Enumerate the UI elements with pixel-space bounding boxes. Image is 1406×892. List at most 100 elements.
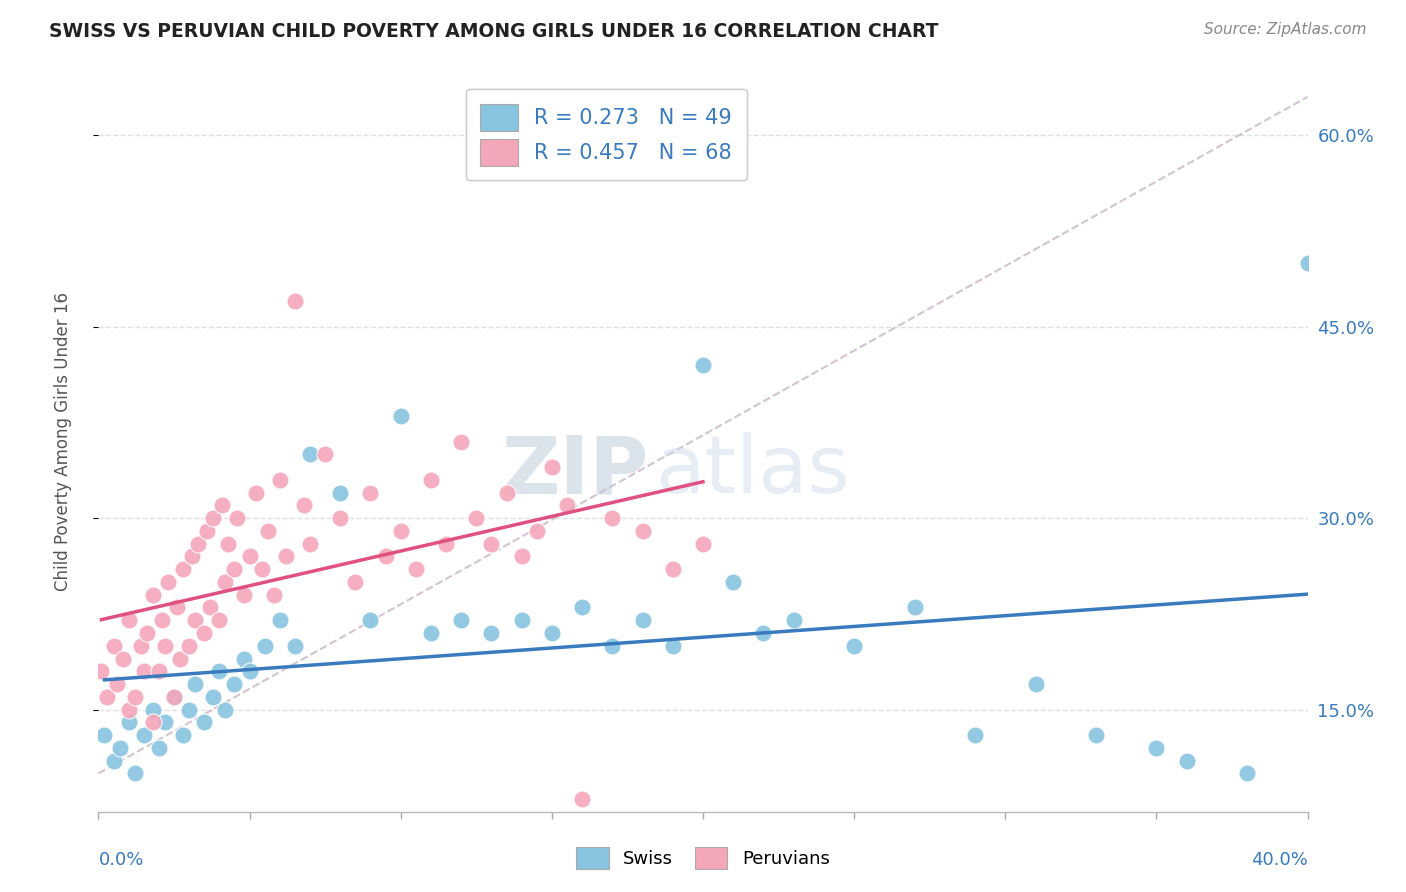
Point <box>602 639 624 653</box>
Point <box>434 536 457 550</box>
Point <box>124 690 146 704</box>
Point <box>184 677 207 691</box>
Point <box>224 562 246 576</box>
Legend: Swiss, Peruvians: Swiss, Peruvians <box>567 838 839 879</box>
Point <box>723 574 745 589</box>
Point <box>172 728 194 742</box>
Point <box>202 690 225 704</box>
Point <box>181 549 204 564</box>
Point <box>540 626 562 640</box>
Point <box>179 703 201 717</box>
Point <box>389 524 412 538</box>
Point <box>481 626 503 640</box>
Point <box>208 665 231 679</box>
Point <box>526 524 548 538</box>
Point <box>329 511 352 525</box>
Point <box>263 588 285 602</box>
Point <box>245 485 267 500</box>
Point <box>495 485 517 500</box>
Point <box>93 728 115 742</box>
Point <box>96 690 118 704</box>
Point <box>195 524 218 538</box>
Point <box>163 690 186 704</box>
Point <box>510 613 533 627</box>
Point <box>555 499 578 513</box>
Point <box>148 740 170 755</box>
Point <box>256 524 278 538</box>
Point <box>124 766 146 780</box>
Point <box>193 626 215 640</box>
Point <box>360 485 382 500</box>
Point <box>284 294 307 309</box>
Point <box>1024 677 1046 691</box>
Point <box>166 600 188 615</box>
Point <box>1085 728 1108 742</box>
Point <box>1236 766 1258 780</box>
Text: 0.0%: 0.0% <box>98 851 143 869</box>
Point <box>202 511 225 525</box>
Point <box>132 665 155 679</box>
Point <box>250 562 273 576</box>
Point <box>224 677 246 691</box>
Point <box>150 613 173 627</box>
Point <box>179 639 201 653</box>
Text: ZIP: ZIP <box>502 432 648 510</box>
Point <box>103 639 125 653</box>
Point <box>571 600 593 615</box>
Point <box>187 536 209 550</box>
Point <box>481 536 503 550</box>
Point <box>193 715 215 730</box>
Point <box>314 447 336 461</box>
Point <box>90 665 112 679</box>
Point <box>571 792 593 806</box>
Text: atlas: atlas <box>655 432 849 510</box>
Point <box>172 562 194 576</box>
Point <box>299 447 322 461</box>
Point <box>253 639 276 653</box>
Point <box>118 703 141 717</box>
Point <box>844 639 866 653</box>
Point <box>405 562 427 576</box>
Point <box>752 626 775 640</box>
Point <box>360 613 382 627</box>
Point <box>214 703 236 717</box>
Point <box>129 639 152 653</box>
Point <box>292 499 315 513</box>
Point <box>904 600 927 615</box>
Point <box>105 677 128 691</box>
Point <box>208 613 231 627</box>
Point <box>450 434 472 449</box>
Point <box>153 715 176 730</box>
Point <box>184 613 207 627</box>
Text: 40.0%: 40.0% <box>1251 851 1308 869</box>
Point <box>344 574 367 589</box>
Point <box>118 715 141 730</box>
Point <box>631 524 654 538</box>
Point <box>692 358 714 372</box>
Point <box>1296 256 1319 270</box>
Point <box>450 613 472 627</box>
Point <box>692 536 714 550</box>
Point <box>661 562 683 576</box>
Point <box>284 639 307 653</box>
Point <box>465 511 488 525</box>
Point <box>299 536 322 550</box>
Text: Source: ZipAtlas.com: Source: ZipAtlas.com <box>1204 22 1367 37</box>
Point <box>232 651 254 665</box>
Point <box>132 728 155 742</box>
Point <box>217 536 239 550</box>
Text: SWISS VS PERUVIAN CHILD POVERTY AMONG GIRLS UNDER 16 CORRELATION CHART: SWISS VS PERUVIAN CHILD POVERTY AMONG GI… <box>49 22 939 41</box>
Point <box>239 549 262 564</box>
Point <box>153 639 176 653</box>
Point <box>602 511 624 525</box>
Point <box>783 613 806 627</box>
Point <box>389 409 412 423</box>
Point <box>374 549 396 564</box>
Point <box>239 665 262 679</box>
Point <box>163 690 186 704</box>
Point <box>329 485 352 500</box>
Point <box>156 574 179 589</box>
Point <box>510 549 533 564</box>
Point <box>142 588 165 602</box>
Point <box>103 754 125 768</box>
